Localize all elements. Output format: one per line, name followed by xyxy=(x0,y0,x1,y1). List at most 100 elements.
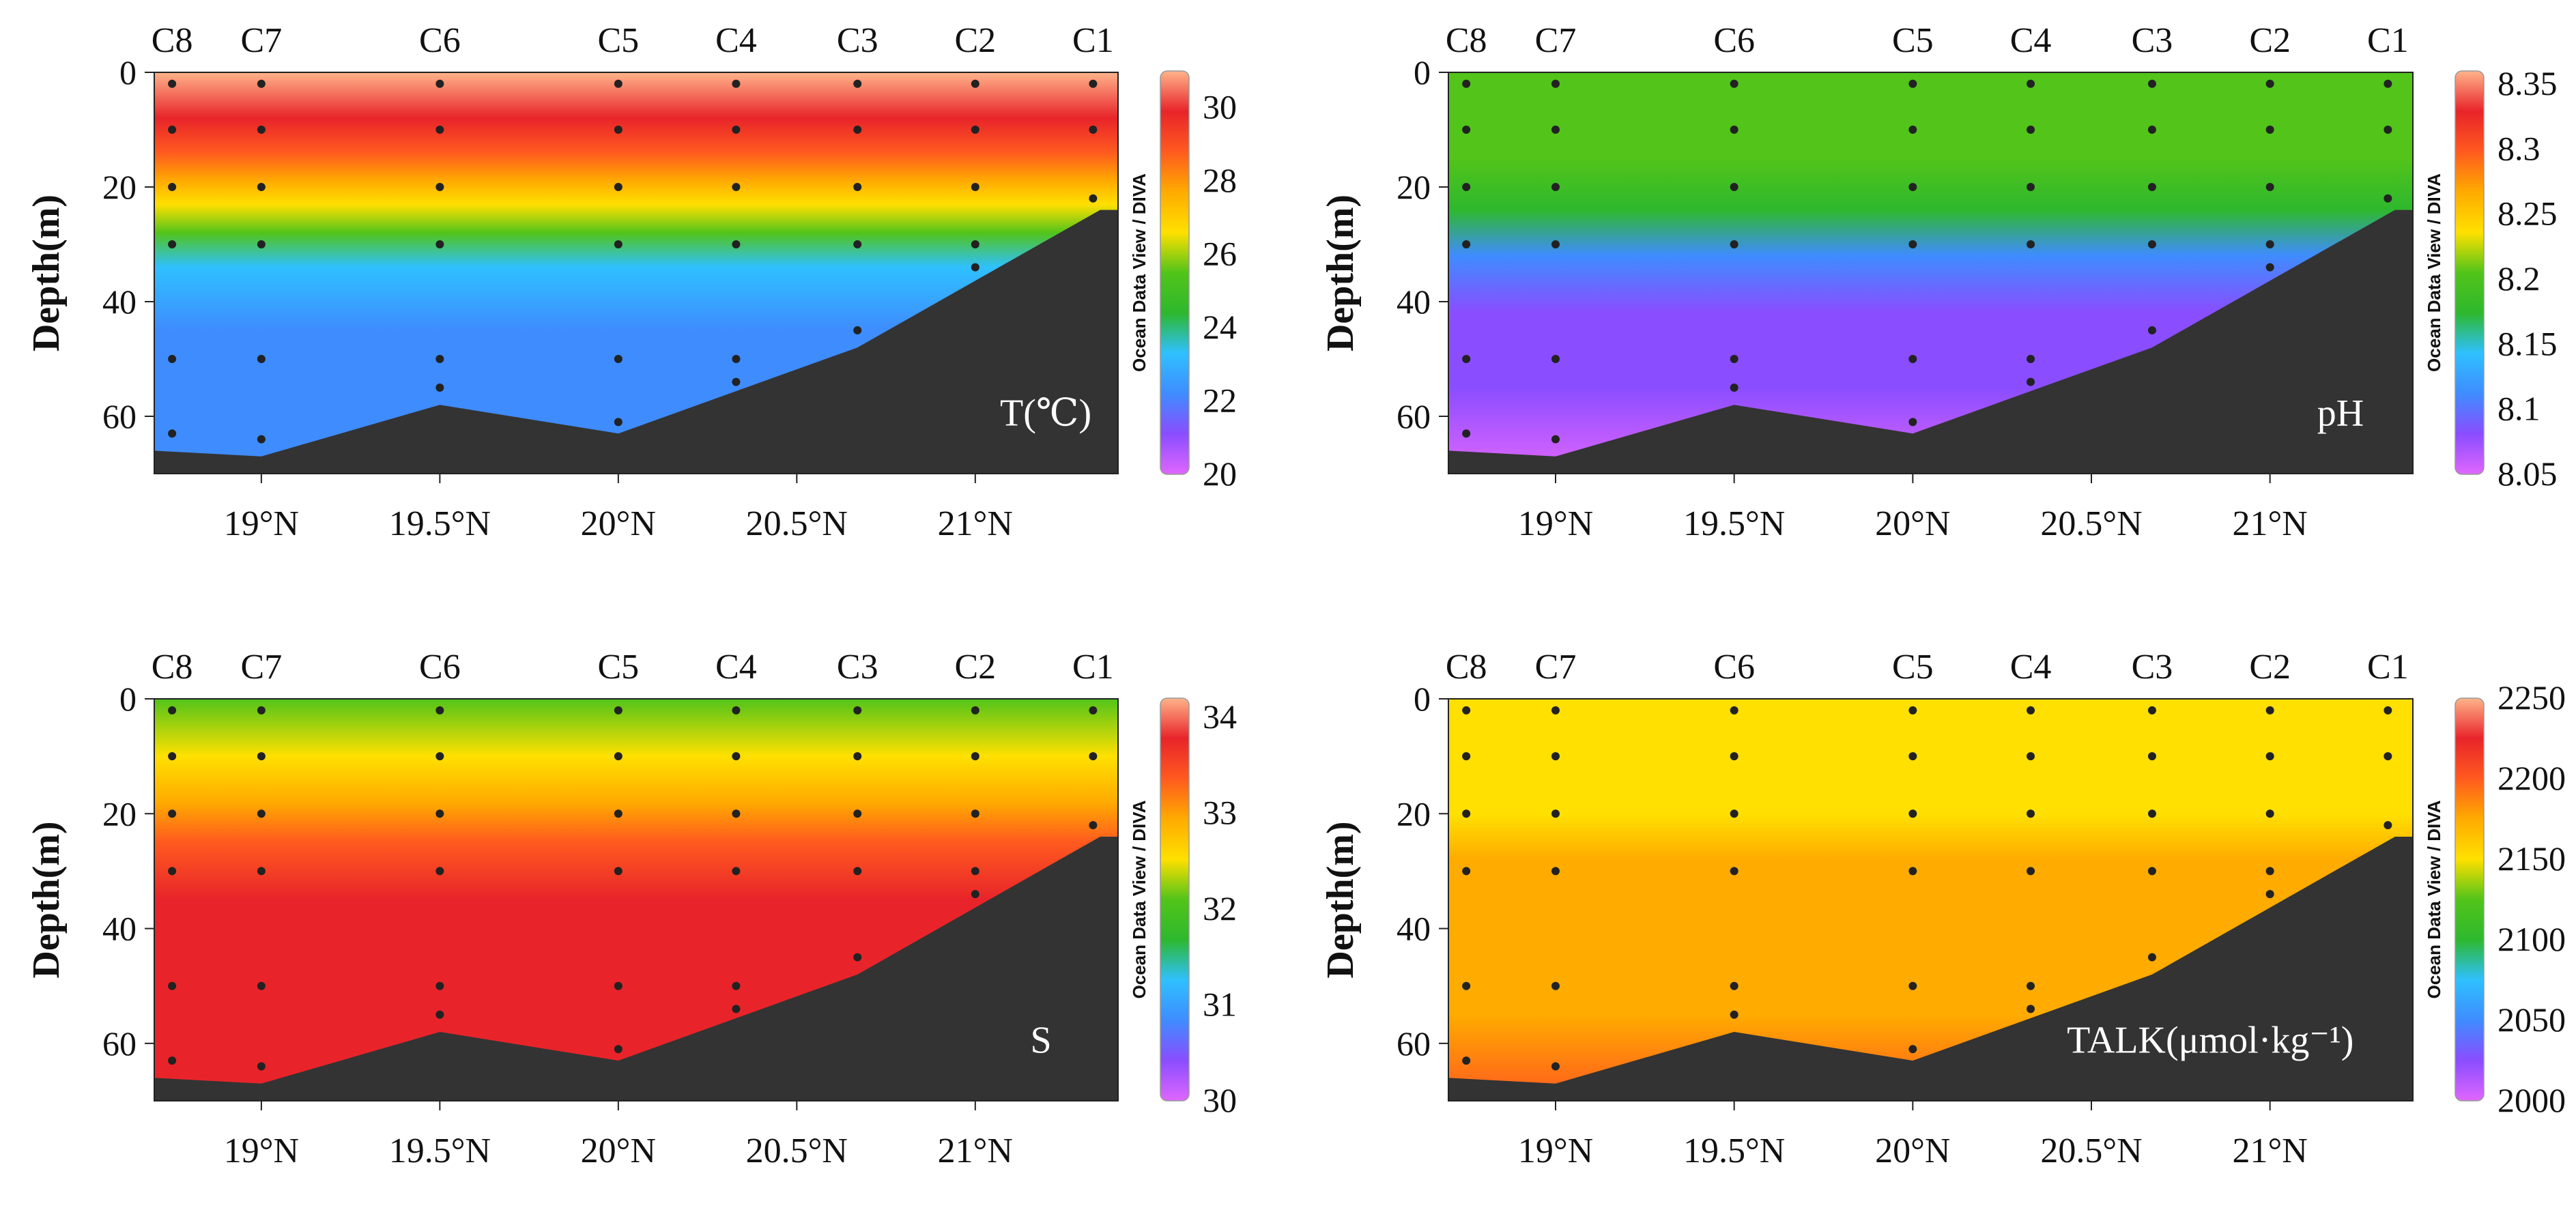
x-tick-label: 19.5°N xyxy=(1683,1132,1785,1170)
sample-point xyxy=(614,752,622,761)
station-label: C8 xyxy=(1446,648,1487,687)
sample-point xyxy=(2147,867,2156,876)
x-tick-label: 19°N xyxy=(224,504,299,543)
sample-point xyxy=(732,240,741,248)
sample-point xyxy=(2147,240,2156,248)
sample-point xyxy=(2027,706,2035,715)
sample-point xyxy=(853,79,862,88)
colorbar-tick-label: 2100 xyxy=(2498,920,2566,958)
sample-point xyxy=(2027,183,2035,191)
colorbar-tick-label: 26 xyxy=(1203,235,1237,273)
sample-point xyxy=(2027,867,2035,876)
station-label: C4 xyxy=(715,648,757,687)
x-tick-label: 19°N xyxy=(1518,504,1593,543)
sample-point xyxy=(1551,183,1560,191)
sample-point xyxy=(971,809,979,818)
station-label: C2 xyxy=(2249,648,2291,687)
station-label: C5 xyxy=(598,648,640,687)
sample-point xyxy=(1462,809,1471,818)
station-label: C1 xyxy=(1072,21,1114,60)
sample-point xyxy=(1551,752,1560,761)
station-label: C5 xyxy=(1892,21,1934,60)
sample-point xyxy=(971,79,979,88)
sample-point xyxy=(2147,809,2156,818)
y-axis-title: Depth(m) xyxy=(25,195,68,351)
x-tick-label: 20.5°N xyxy=(746,1132,848,1170)
variable-label: pH xyxy=(2317,392,2364,434)
sample-point xyxy=(1908,809,1917,818)
colorbar-tick-label: 30 xyxy=(1203,1081,1237,1119)
sample-point xyxy=(1551,1062,1560,1071)
x-tick-label: 19°N xyxy=(224,1132,299,1170)
x-tick-label: 20°N xyxy=(581,1132,656,1170)
sample-point xyxy=(2384,752,2392,761)
station-label: C6 xyxy=(419,21,461,60)
colorbar-tick-label: 2150 xyxy=(2498,839,2566,878)
station-label: C4 xyxy=(715,21,757,60)
sample-point xyxy=(435,867,444,876)
sample-point xyxy=(1462,752,1471,761)
y-tick-label: 60 xyxy=(1397,1024,1431,1063)
sample-point xyxy=(1551,706,1560,715)
sample-point xyxy=(1551,355,1560,363)
sample-point xyxy=(168,240,177,248)
colorbar-tick-label: 8.1 xyxy=(2498,390,2541,428)
sample-point xyxy=(971,183,979,191)
sample-point xyxy=(2265,126,2274,134)
sample-point xyxy=(168,183,177,191)
sample-point xyxy=(168,867,177,876)
colorbar-tick-label: 22 xyxy=(1203,381,1237,420)
sample-point xyxy=(1730,355,1738,363)
sample-point xyxy=(614,126,622,134)
sample-point xyxy=(1908,981,1917,990)
sample-point xyxy=(853,326,862,334)
sample-point xyxy=(1089,194,1098,203)
sample-point xyxy=(1462,867,1471,876)
x-tick-label: 20°N xyxy=(1875,1132,1950,1170)
y-tick-label: 40 xyxy=(102,283,137,321)
sample-point xyxy=(435,752,444,761)
panel-alkalinity: C8 C7 C6 C5 C4 C3 C2 C1 0 20 40 60 19°N 19.5°N 20°N 20.… xyxy=(1319,648,2566,1170)
sample-point xyxy=(2265,867,2274,876)
x-tick-label: 19.5°N xyxy=(389,504,491,543)
sample-point xyxy=(1462,126,1471,134)
colorbar-tick-label: 8.25 xyxy=(2498,195,2558,233)
sample-point xyxy=(732,377,741,386)
sample-point xyxy=(168,1056,177,1065)
sample-point xyxy=(257,706,266,715)
sample-point xyxy=(614,809,622,818)
y-tick-label: 0 xyxy=(119,680,137,718)
sample-point xyxy=(168,126,177,134)
y-tick-label: 0 xyxy=(119,53,137,91)
y-tick-label: 0 xyxy=(1414,53,1431,91)
panel-temperature: C8 C7 C6 C5 C4 C3 C2 C1 0 20 40 60 19°N 19.5°N 20°N 20.… xyxy=(25,21,1237,543)
seafloor xyxy=(154,836,1118,1101)
sample-point xyxy=(614,355,622,363)
sample-point xyxy=(2027,79,2035,88)
station-label: C1 xyxy=(2367,21,2409,60)
sample-point xyxy=(1551,240,1560,248)
sample-point xyxy=(168,355,177,363)
station-label: C8 xyxy=(152,21,193,60)
colorbar-tick-label: 2050 xyxy=(2498,1000,2566,1039)
sample-point xyxy=(732,79,741,88)
sample-point xyxy=(1908,240,1917,248)
sample-point xyxy=(257,981,266,990)
sample-point xyxy=(257,752,266,761)
colorbar-tick-label: 8.35 xyxy=(2498,64,2558,102)
colorbar xyxy=(2455,70,2485,475)
sample-point xyxy=(1908,1045,1917,1054)
x-tick-label: 20.5°N xyxy=(746,504,848,543)
station-label: C4 xyxy=(2010,648,2052,687)
sample-point xyxy=(1462,183,1471,191)
sample-point xyxy=(1551,809,1560,818)
sample-point xyxy=(257,867,266,876)
colorbar-tick-label: 34 xyxy=(1203,697,1237,736)
sample-point xyxy=(614,240,622,248)
station-label: C6 xyxy=(1713,21,1755,60)
sample-point xyxy=(2147,953,2156,962)
sample-point xyxy=(1908,752,1917,761)
sample-point xyxy=(1089,821,1098,830)
station-label: C5 xyxy=(598,21,640,60)
sample-point xyxy=(1551,981,1560,990)
